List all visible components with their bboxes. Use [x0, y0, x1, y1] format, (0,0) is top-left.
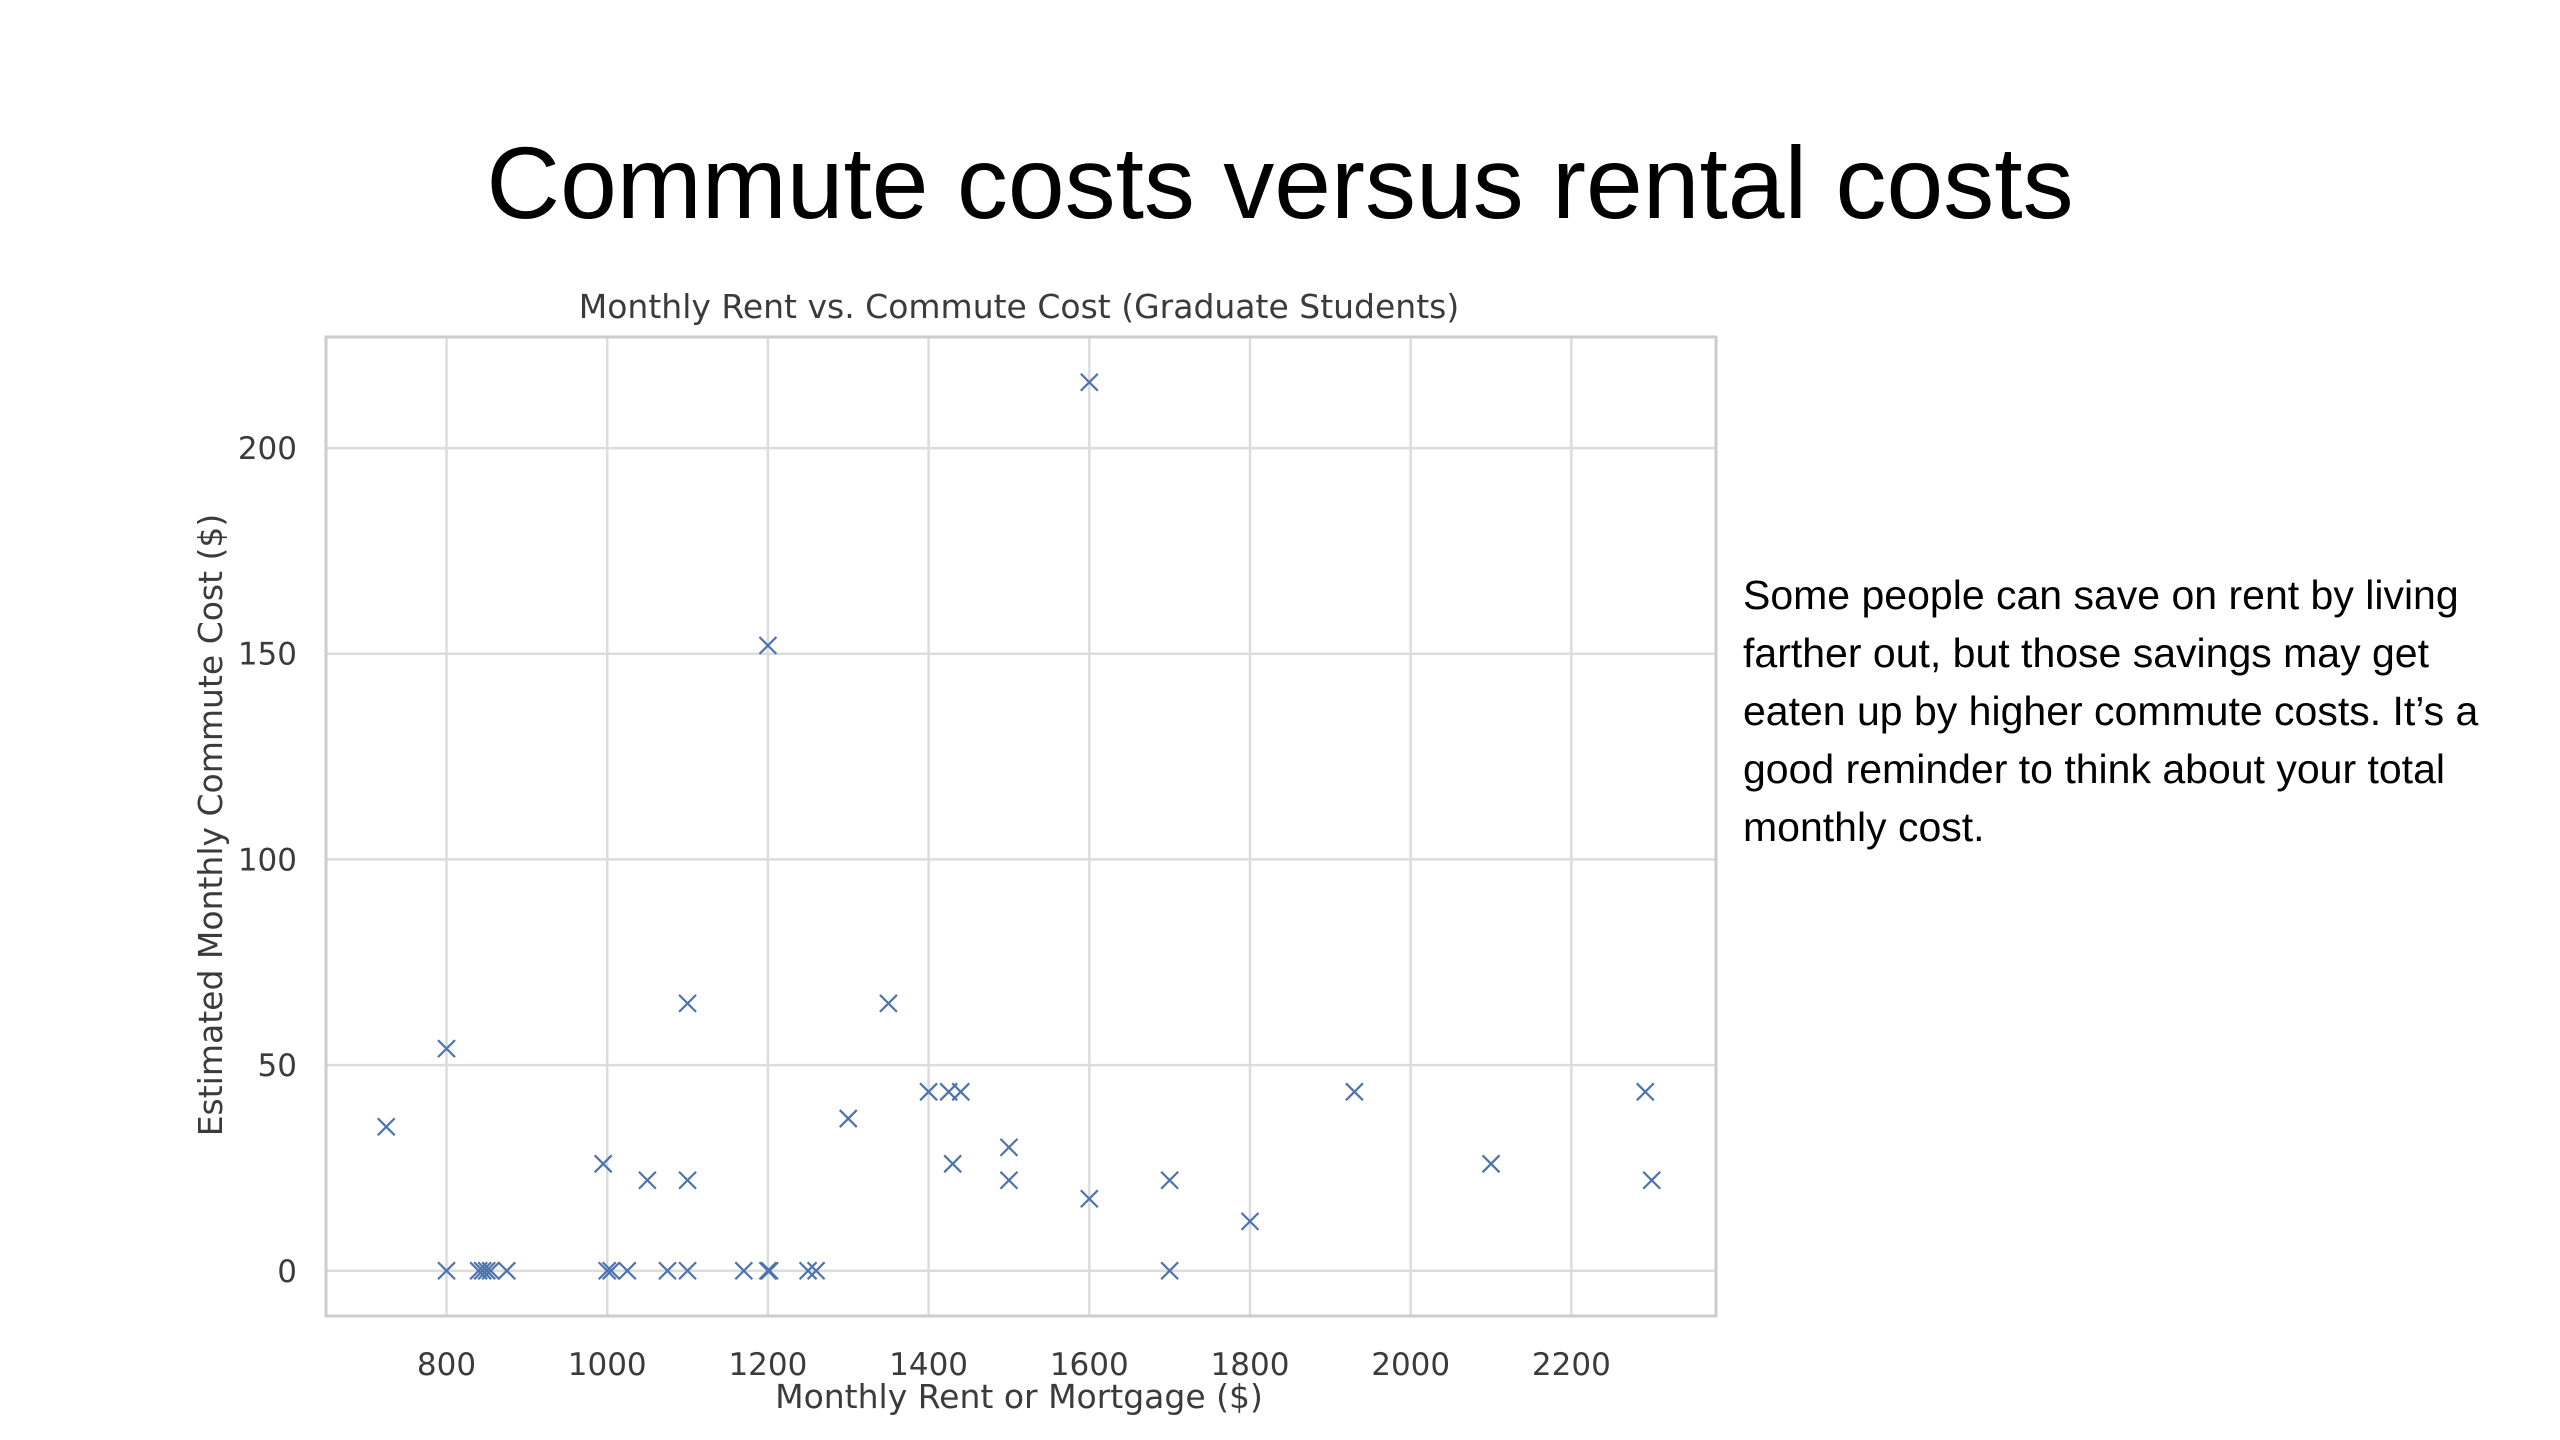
data-point	[473, 1261, 492, 1281]
x-tick-label: 800	[417, 1347, 476, 1383]
y-tick-label: 200	[238, 431, 297, 467]
data-point	[437, 1261, 456, 1281]
data-point	[943, 1154, 962, 1174]
data-point	[919, 1082, 938, 1102]
data-point	[1160, 1170, 1179, 1190]
data-point	[760, 1261, 779, 1281]
data-point	[638, 1170, 657, 1190]
x-tick-label: 1600	[1050, 1347, 1129, 1383]
x-tick-label: 2200	[1532, 1347, 1611, 1383]
x-tick-label: 1200	[728, 1347, 807, 1383]
data-point	[758, 636, 778, 655]
data-point	[1240, 1212, 1260, 1231]
y-tick-label: 0	[277, 1254, 297, 1290]
y-tick-label: 100	[238, 842, 297, 878]
data-point	[1481, 1154, 1501, 1174]
data-point	[838, 1109, 858, 1128]
data-point	[678, 994, 697, 1013]
data-points	[376, 372, 1661, 1281]
y-tick-label: 50	[258, 1048, 297, 1084]
data-point	[1345, 1082, 1364, 1102]
x-tick-label: 1400	[889, 1347, 968, 1383]
data-point	[734, 1261, 754, 1281]
data-point	[597, 1261, 617, 1281]
x-tick-label: 2000	[1371, 1347, 1450, 1383]
y-tick-labels: 0 50 100 150 200	[238, 431, 297, 1290]
data-point	[678, 1261, 697, 1281]
data-point	[658, 1261, 677, 1281]
data-point	[437, 1039, 456, 1058]
data-point	[1080, 372, 1099, 392]
data-point	[951, 1082, 971, 1102]
chart-title: Monthly Rent vs. Commute Cost (Graduate …	[579, 287, 1459, 326]
data-point	[618, 1261, 637, 1281]
data-point	[798, 1261, 818, 1281]
x-axis-label: Monthly Rent or Mortgage ($)	[775, 1377, 1263, 1416]
side-note: Some people can save on rent by living f…	[1743, 572, 2479, 850]
x-tick-labels: 800 1000 1200 1400 1600 1800 2000 2200	[417, 1347, 1611, 1383]
y-tick-label: 150	[238, 637, 297, 673]
data-point	[477, 1261, 496, 1281]
data-point	[601, 1261, 621, 1281]
data-point	[806, 1261, 826, 1281]
plot-area-frame	[324, 335, 1718, 1318]
slide-title: Commute costs versus rental costs	[486, 126, 2074, 240]
data-point	[999, 1170, 1019, 1190]
data-point	[999, 1138, 1019, 1157]
y-axis-label: Estimated Monthly Commute Cost ($)	[191, 514, 230, 1137]
grid-lines	[326, 337, 1716, 1316]
data-point	[1642, 1170, 1661, 1190]
data-point	[497, 1261, 517, 1281]
data-point	[678, 1170, 697, 1190]
data-point	[879, 994, 898, 1013]
x-tick-label: 1000	[568, 1347, 647, 1383]
data-point	[1160, 1261, 1179, 1281]
data-point	[593, 1154, 613, 1174]
data-point	[1080, 1189, 1099, 1209]
data-point	[1636, 1082, 1655, 1102]
data-point	[758, 1261, 778, 1281]
x-tick-label: 1800	[1211, 1347, 1290, 1383]
data-point	[376, 1117, 396, 1137]
data-point	[481, 1261, 500, 1281]
